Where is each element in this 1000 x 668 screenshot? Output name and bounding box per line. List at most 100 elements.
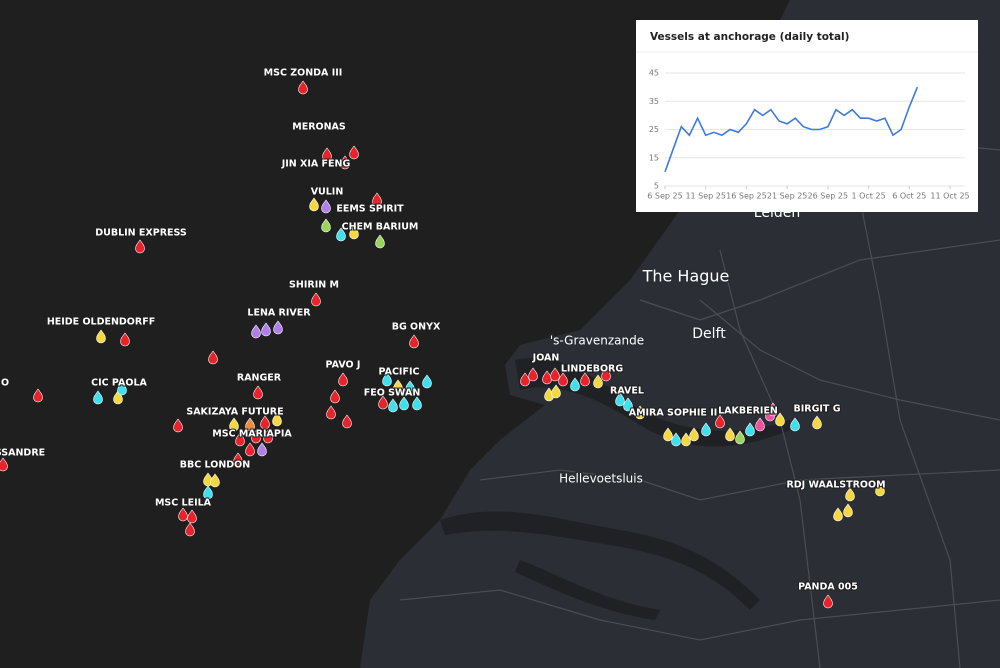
vessel-marker — [33, 388, 43, 403]
vessel-label: RANGER — [237, 373, 282, 384]
vessel-marker — [812, 415, 822, 430]
estuary — [440, 511, 760, 610]
vessel-marker — [689, 427, 699, 442]
vessel-marker — [251, 429, 261, 444]
vessel-label: SHIRIN M — [289, 280, 339, 291]
vessel-marker — [768, 402, 778, 417]
x-tick-label: 6 Sep 25 — [647, 192, 682, 201]
vessel-marker — [135, 239, 145, 254]
place-label: Hellevoetsluis — [559, 472, 643, 486]
data-line — [664, 86, 919, 173]
vessel-marker — [235, 432, 245, 447]
vessel-marker — [120, 332, 130, 347]
vessel-label: LENA RIVER — [247, 308, 311, 319]
vessel-marker — [715, 414, 725, 429]
vessel-label: FEO SWAN — [364, 388, 421, 399]
vessel-marker — [725, 427, 735, 442]
vessel-label: MSC MARIAPIA — [212, 429, 292, 440]
vessel-marker — [208, 350, 218, 365]
vessel-label: RDJ WAALSTROOM — [786, 480, 885, 491]
vessel-marker — [261, 322, 271, 337]
vessel-marker — [253, 385, 263, 400]
vessel-marker — [321, 218, 331, 233]
vessel-marker — [260, 415, 270, 430]
road — [699, 299, 1000, 421]
chart-background — [636, 20, 978, 212]
vessel-label: BBC LONDON — [180, 460, 250, 471]
vessel-label: BG ONYX — [392, 322, 441, 333]
vessel-label: SAKIZAYA FUTURE — [186, 407, 283, 418]
x-tick-label: 11 Sep 25 — [685, 192, 726, 201]
vessel-label: SSANDRE — [0, 448, 45, 459]
vessel-marker — [321, 199, 331, 214]
vessel-marker — [875, 482, 885, 497]
vessel-marker — [843, 503, 853, 518]
y-tick-label: 5 — [654, 182, 659, 191]
vessel-marker — [663, 427, 673, 442]
vessel-marker — [338, 372, 348, 387]
vessel-marker — [263, 429, 273, 444]
vessel-marker — [336, 227, 346, 242]
vessel-marker — [96, 329, 106, 344]
x-tick-label: 26 Sep 25 — [808, 192, 849, 201]
vessel-marker — [245, 417, 255, 432]
vessel-label: DUBLIN EXPRESS — [95, 228, 187, 239]
vessel-marker — [528, 367, 538, 382]
place-label: 's-Gravenzande — [550, 334, 644, 348]
vessel-marker — [790, 417, 800, 432]
vessel-label: VULIN — [311, 187, 344, 198]
vessel-label: PAVO J — [326, 360, 361, 371]
vessel-marker — [775, 412, 785, 427]
vessel-marker — [0, 457, 8, 472]
places: The Hague Delft 's-Gravenzande Hellevoetslu… — [548, 204, 801, 488]
road — [479, 469, 1000, 501]
vessel-label: AMIRA SOPHIE II — [629, 408, 718, 419]
vessel-marker — [550, 367, 560, 382]
vessel-marker — [378, 395, 388, 410]
vessel-labels: MSC ZONDA III MERONAS JIN XIA FENG VULIN EEM… — [0, 67, 887, 594]
vessel-marker — [593, 374, 603, 389]
vessel-marker — [845, 487, 855, 502]
vessel-marker — [570, 377, 580, 392]
vessel-marker — [330, 389, 340, 404]
estuary — [515, 560, 660, 620]
chart-panel: Vessels at anchorage (daily total) 5 15 25… — [636, 20, 978, 212]
vessel-marker — [745, 422, 755, 437]
vessel-marker — [229, 417, 239, 432]
vessel-marker — [701, 422, 711, 437]
vessel-marker — [615, 392, 625, 407]
vessel-label: LINDEBORG — [561, 364, 624, 375]
vessel-marker — [372, 192, 382, 207]
vessel-marker — [342, 414, 352, 429]
vessel-label: JIN XIA FENG — [281, 159, 351, 170]
vessel-marker — [187, 509, 197, 524]
vessel-marker — [298, 80, 308, 95]
vessel-label: RAVEL — [610, 386, 644, 397]
vessel-label: O — [1, 378, 9, 389]
vessel-marker — [558, 372, 568, 387]
vessel-marker — [405, 380, 415, 395]
vessel-marker — [203, 485, 213, 500]
vessel-marker — [399, 396, 409, 411]
vessel-label: HEIDE OLDENDORFF — [47, 317, 155, 328]
vessel-label: JOAN — [532, 353, 560, 364]
vessel-marker — [93, 390, 103, 405]
vessel-marker — [580, 372, 590, 387]
x-tick-label: 21 Sep 25 — [767, 192, 808, 201]
vessel-marker — [833, 507, 843, 522]
vessel-marker — [755, 417, 765, 432]
vessel-marker — [412, 396, 422, 411]
place-label: The Hague — [642, 267, 730, 286]
y-tick-label: 15 — [649, 153, 659, 162]
x-tick-label: 1 Oct 25 — [851, 192, 885, 201]
y-tick-label: 25 — [649, 125, 659, 134]
vessel-label: EEMS SPIRIT — [336, 204, 404, 215]
vessel-marker — [349, 145, 359, 160]
vessel-label: PANDA 005 — [798, 582, 858, 593]
markers — [0, 80, 885, 609]
vessel-marker — [388, 398, 398, 413]
vessel-marker — [173, 418, 183, 433]
vessel-marker — [257, 442, 267, 457]
